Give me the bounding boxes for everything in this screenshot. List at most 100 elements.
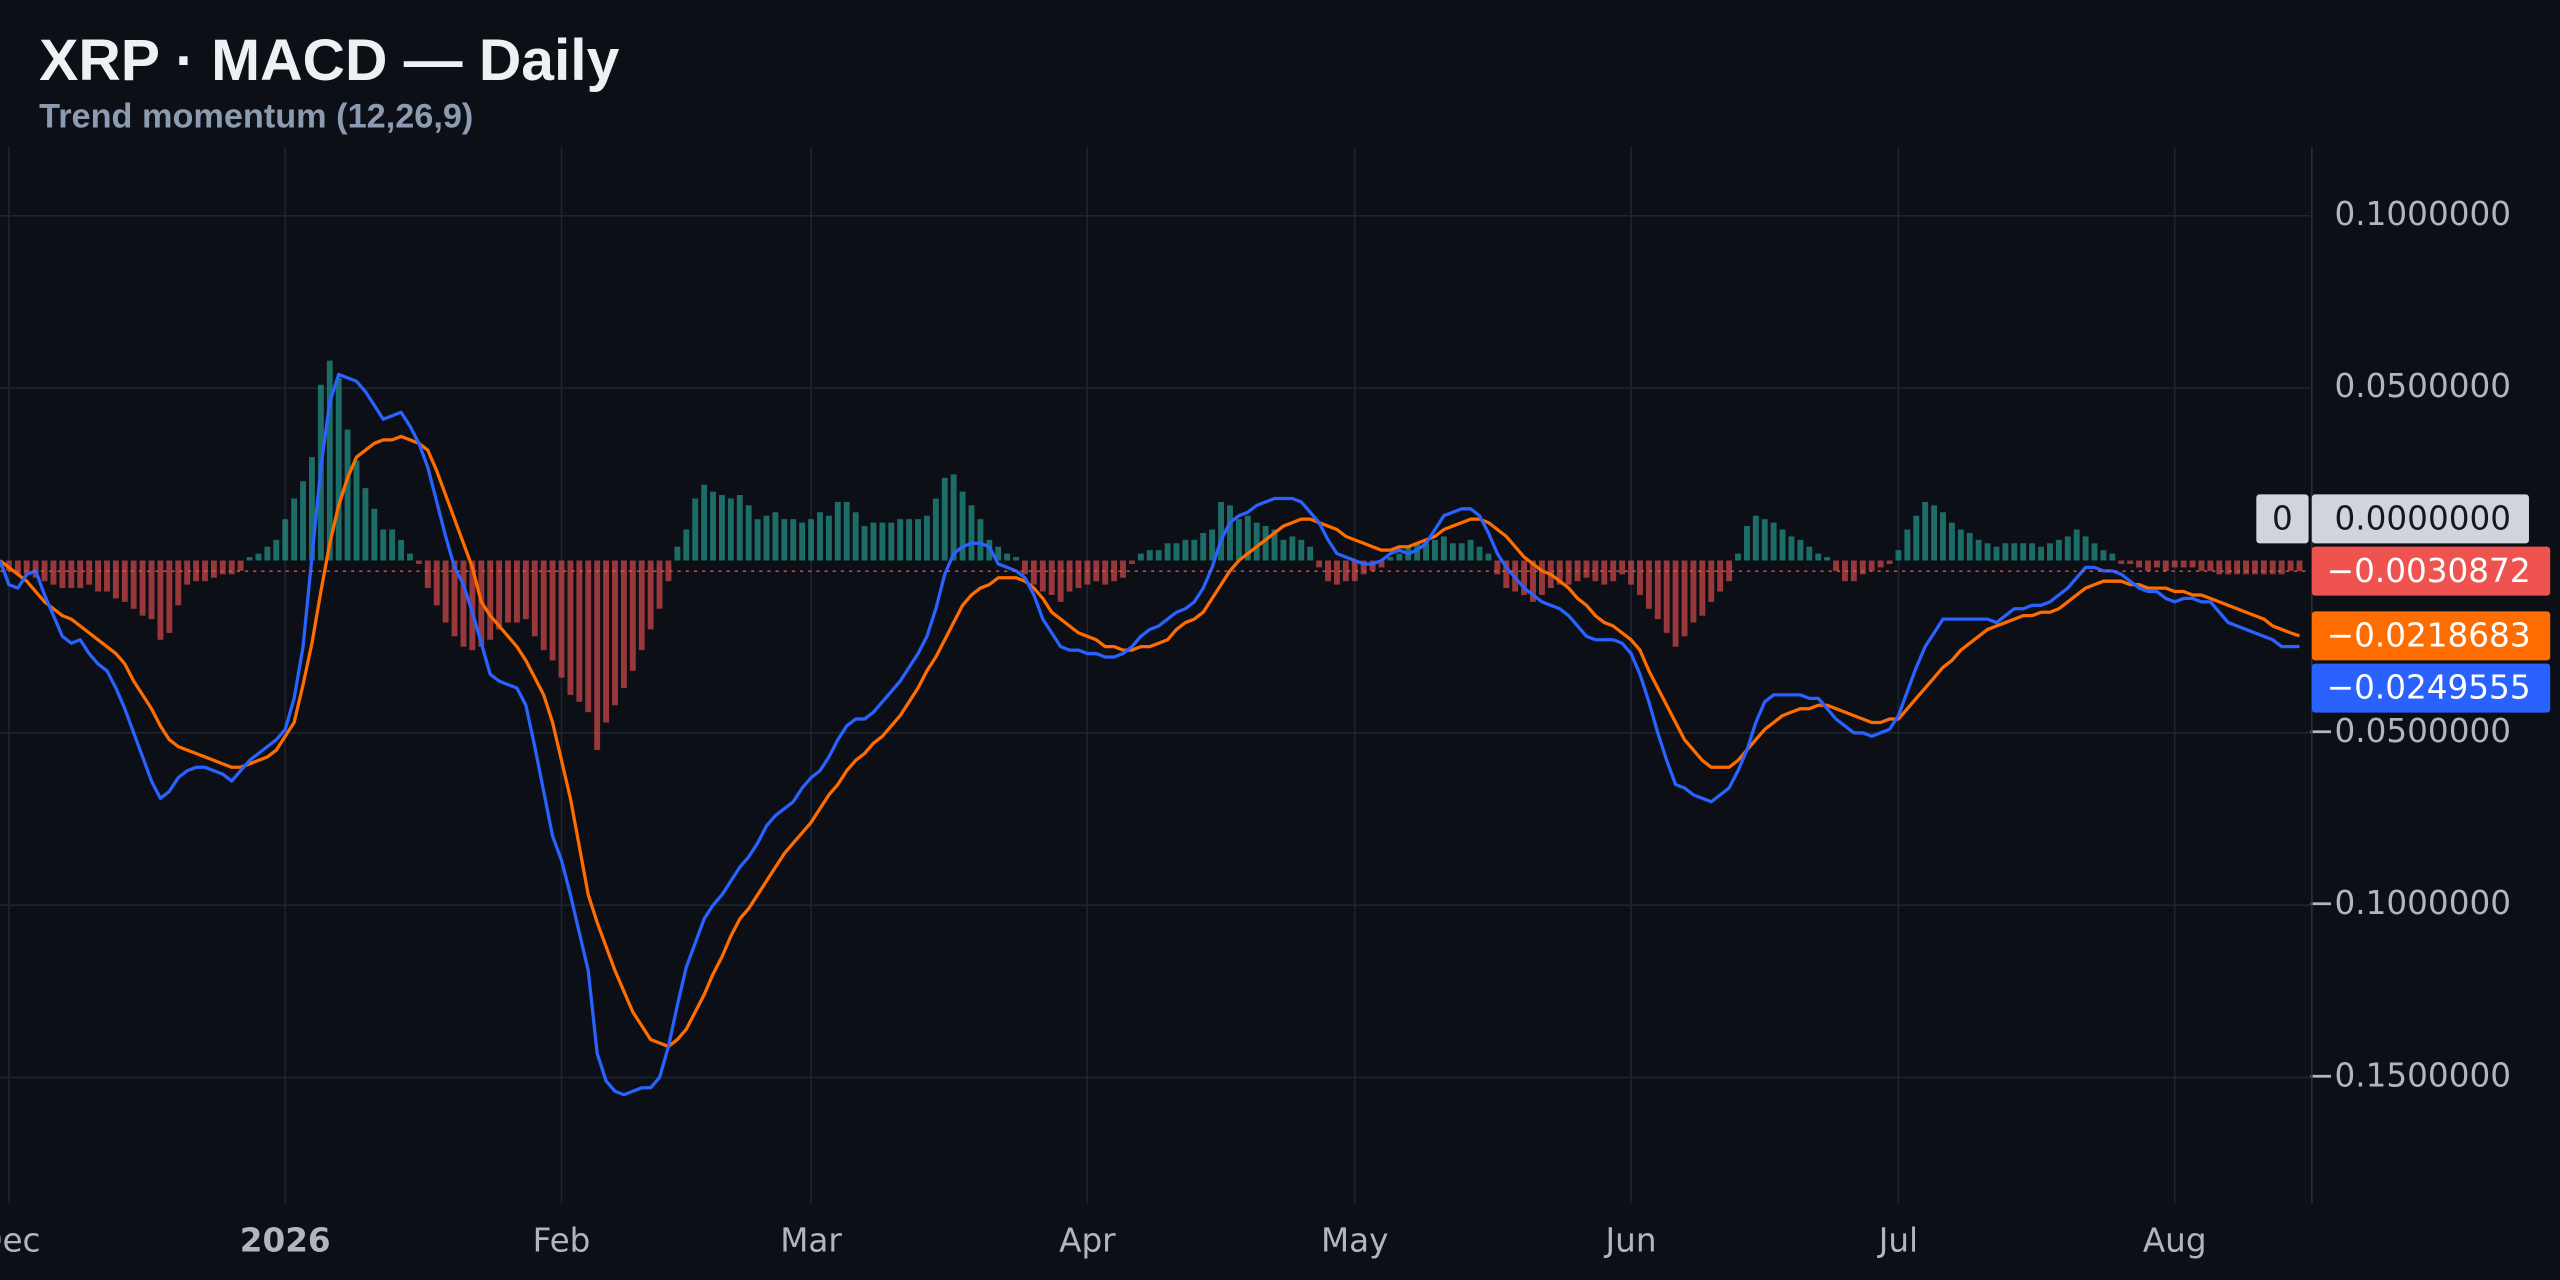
histogram-bar bbox=[380, 529, 387, 561]
last-value-badge bbox=[2311, 611, 2551, 661]
histogram-bar bbox=[398, 539, 405, 561]
last-value-badge bbox=[2311, 546, 2551, 596]
histogram-bar bbox=[2234, 560, 2241, 575]
histogram-bar bbox=[2180, 560, 2187, 568]
histogram-bar bbox=[282, 519, 289, 561]
histogram-bar bbox=[558, 560, 565, 678]
histogram-bar bbox=[2064, 536, 2071, 561]
histogram-bar bbox=[1966, 532, 1973, 561]
histogram-bar bbox=[1360, 560, 1367, 575]
histogram-bar bbox=[1244, 515, 1251, 561]
histogram-bar bbox=[620, 560, 627, 689]
histogram-bar bbox=[647, 560, 654, 630]
histogram-bar bbox=[1084, 560, 1091, 585]
histogram-bar bbox=[2189, 560, 2196, 568]
histogram-bar bbox=[496, 560, 503, 630]
histogram-bar bbox=[50, 560, 57, 585]
histogram-bar bbox=[2252, 560, 2258, 575]
histogram-bar bbox=[2216, 560, 2223, 575]
x-tick-label: May bbox=[1321, 1221, 1388, 1259]
histogram-bar bbox=[1913, 515, 1920, 561]
histogram-bar bbox=[995, 546, 1002, 561]
histogram-bar bbox=[825, 515, 832, 561]
histogram-bar bbox=[594, 560, 601, 751]
histogram-bar bbox=[1030, 560, 1037, 585]
histogram-bar bbox=[1922, 501, 1929, 561]
histogram-bar bbox=[1833, 560, 1839, 571]
x-tick-label: Jul bbox=[1877, 1221, 1918, 1259]
histogram-bar bbox=[817, 512, 823, 561]
histogram-bar bbox=[1333, 560, 1340, 585]
histogram-bar bbox=[1128, 560, 1135, 564]
histogram-bar bbox=[701, 484, 708, 561]
axes: 0.1000000 0.0500000 −0.0500000 −0.1000000 −0… bbox=[0, 146, 2512, 1259]
histogram-bar bbox=[210, 560, 217, 578]
y-tick-label: −0.1500000 bbox=[2307, 1056, 2511, 1094]
histogram-bar bbox=[104, 560, 110, 592]
histogram-bar bbox=[1556, 560, 1563, 585]
histogram-bar bbox=[2225, 560, 2232, 575]
histogram-bar bbox=[2243, 560, 2249, 575]
histogram-bar bbox=[1699, 560, 1706, 616]
y-tick-label: 0.1000000 bbox=[2335, 195, 2512, 233]
histogram-bar bbox=[2073, 529, 2080, 561]
histogram-bar bbox=[157, 560, 164, 640]
histogram-bar bbox=[1761, 519, 1768, 561]
histogram-bar bbox=[2011, 543, 2018, 561]
histogram-bar bbox=[139, 560, 146, 616]
histogram-bar bbox=[1931, 505, 1938, 561]
histogram-bar bbox=[879, 522, 886, 561]
histogram-bar bbox=[567, 560, 574, 695]
histogram-bar bbox=[175, 560, 182, 606]
histogram-bar bbox=[407, 553, 413, 561]
histogram-bar bbox=[326, 360, 333, 561]
histogram-bar bbox=[638, 560, 645, 651]
histogram-bar bbox=[959, 491, 966, 561]
price-badges: −0.0030872 −0.0218683 −0.0249555 0 0.0000000 bbox=[2256, 494, 2551, 713]
histogram-bar bbox=[68, 560, 75, 589]
histogram-bar bbox=[1280, 539, 1287, 561]
histogram-bar bbox=[1369, 560, 1376, 571]
histogram-bar bbox=[2136, 560, 2143, 568]
histogram-bar bbox=[1271, 529, 1278, 561]
histogram-bar bbox=[95, 560, 101, 592]
histogram-bar bbox=[1708, 560, 1715, 602]
histogram-bar bbox=[1120, 560, 1126, 578]
line-series bbox=[0, 434, 2301, 1049]
histogram-bar bbox=[2296, 560, 2303, 572]
histogram-bar bbox=[1610, 560, 1617, 582]
histogram-bar bbox=[1289, 536, 1296, 561]
zero-title-box bbox=[2256, 494, 2309, 544]
histogram-bar bbox=[1494, 560, 1501, 575]
histogram-bar bbox=[1485, 553, 1492, 561]
histogram-bar bbox=[1565, 560, 1572, 585]
histogram-bar bbox=[1004, 553, 1011, 561]
histogram-bar bbox=[469, 560, 476, 651]
histogram-bar bbox=[1298, 539, 1305, 561]
histogram-bar bbox=[1628, 560, 1634, 585]
y-tick-label: −0.1000000 bbox=[2307, 884, 2511, 922]
zero-label-box bbox=[2311, 494, 2529, 544]
histogram-bar bbox=[487, 560, 494, 640]
histogram-bar bbox=[1752, 515, 1759, 561]
histogram-bar bbox=[1601, 560, 1608, 585]
histogram-bar bbox=[1039, 560, 1046, 592]
histogram-bar bbox=[1351, 560, 1358, 582]
x-tick-label: Feb bbox=[533, 1221, 591, 1259]
histogram-bar bbox=[2171, 560, 2178, 568]
histogram-bar bbox=[1735, 553, 1741, 561]
histogram-bar bbox=[1690, 560, 1697, 623]
histogram-bar bbox=[1440, 536, 1447, 561]
histogram-bar bbox=[1262, 526, 1269, 561]
histogram-bar bbox=[309, 457, 315, 561]
histogram-bar bbox=[291, 498, 298, 561]
y-tick-label: 0.0500000 bbox=[2335, 367, 2512, 405]
histogram-bar bbox=[1218, 501, 1224, 561]
histogram-bar bbox=[1503, 560, 1510, 589]
histogram-bar bbox=[2127, 560, 2134, 564]
histogram-bar bbox=[1191, 539, 1198, 561]
histogram-bar bbox=[2260, 560, 2267, 575]
histogram-bar bbox=[1797, 539, 1804, 561]
histogram-bar bbox=[1432, 539, 1438, 561]
